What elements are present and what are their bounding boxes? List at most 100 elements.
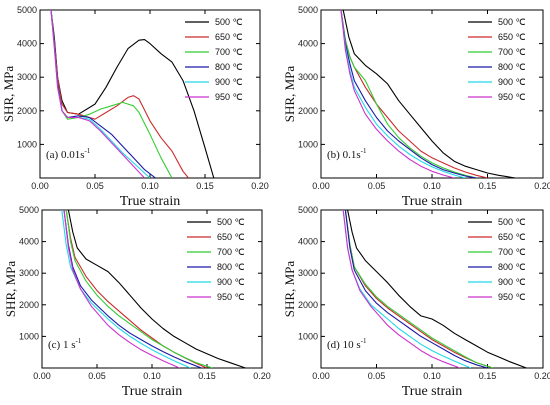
legend-label-950: 950 ℃ [215,92,243,102]
legend-label-950: 950 ℃ [217,292,245,302]
series-line-650 [344,210,494,368]
legend-label-900: 900 ℃ [217,277,245,287]
series-group [50,10,215,178]
panel-label: (b) 0.1s-1 [327,147,367,161]
y-tick-label: 4000 [17,39,37,49]
y-tick-label: 4000 [19,237,39,247]
legend-label-800: 800 ℃ [498,62,526,72]
panel-label: (a) 0.01s-1 [46,147,91,161]
y-tick-label: 1000 [19,331,39,341]
legend-label-900: 900 ℃ [215,77,243,87]
legend-label-700: 700 ℃ [215,47,243,57]
y-tick-label: 2000 [17,106,37,116]
legend-label-950: 950 ℃ [498,92,526,102]
x-tick-label: 0.10 [423,181,441,191]
series-line-700 [340,10,477,178]
y-axis-label: SHR, MPa [3,261,18,318]
x-tick-label: 0.15 [479,181,497,191]
panel-label-text: (d) 10 s [327,339,361,351]
series-line-950 [342,210,460,368]
y-tick-label: 5000 [298,205,318,215]
series-line-950 [50,10,145,178]
y-tick-label: 4000 [298,39,318,49]
chart-panel-4: 0.00 0.05 0.10 0.15 0.20 1000 2000 3000 4000 5000… [282,205,550,399]
chart-panel-3: 0.00 0.05 0.10 0.15 0.20 1000 2000 3000 4000 5000… [3,205,271,399]
panel-label-text: (c) 1 s [48,339,76,351]
y-tick-label: 2000 [298,300,318,310]
x-tick-label: 0.10 [423,371,441,381]
y-tick-label: 3000 [17,72,37,82]
chart-panel-2: 0.00 0.05 0.10 0.15 0.20 1000 2000 3000 4000 5000… [282,5,550,209]
x-tick-label: 0.05 [368,371,386,381]
legend-label-950: 950 ℃ [498,292,526,302]
panel-label-text: (b) 0.1s [327,149,361,161]
x-tick-label: 0.15 [198,371,216,381]
series-group [61,210,246,368]
y-tick-label: 2000 [298,106,318,116]
panel-label-superscript: -1 [361,147,367,155]
panel-label-superscript: -1 [361,337,367,345]
x-tick-label: 0.00 [31,181,49,191]
legend-label-800: 800 ℃ [217,262,245,272]
legend-label-700: 700 ℃ [498,247,526,257]
legend-label-500: 500 ℃ [215,17,243,27]
legend-label-500: 500 ℃ [498,17,526,27]
x-tick-label: 0.20 [534,181,550,191]
y-tick-label: 2000 [19,300,39,310]
panel-label: (c) 1 s-1 [48,337,82,351]
panel-label: (d) 10 s-1 [327,337,367,351]
x-tick-label: 0.00 [312,371,330,381]
y-tick-label: 3000 [19,268,39,278]
panel-label-text: (a) 0.01s [46,149,85,161]
y-tick-label: 3000 [298,72,318,82]
x-tick-label: 0.10 [143,371,161,381]
panel-label-superscript: -1 [76,337,82,345]
x-tick-label: 0.20 [534,371,550,381]
legend-label-650: 650 ℃ [498,232,526,242]
y-tick-label: 1000 [298,331,318,341]
legend-label-700: 700 ℃ [498,47,526,57]
legend-label-650: 650 ℃ [215,32,243,42]
chart-panel-1: 0.00 0.05 0.10 0.15 0.20 1000 2000 3000 4000 5000… [1,5,269,209]
y-tick-label: 3000 [298,268,318,278]
x-tick-label: 0.20 [253,371,271,381]
legend-label-900: 900 ℃ [498,277,526,287]
x-axis-label: True strain [122,384,183,399]
x-tick-label: 0.15 [196,181,214,191]
y-tick-label: 5000 [298,5,318,15]
x-tick-label: 0.15 [479,371,497,381]
series-line-650 [50,10,189,178]
y-tick-label: 5000 [19,205,39,215]
x-axis-label: True strain [402,384,463,399]
legend-label-500: 500 ℃ [498,217,526,227]
series-line-800 [344,210,488,368]
y-axis-label: SHR, MPa [1,66,16,123]
x-tick-label: 0.10 [141,181,159,191]
series-line-800 [340,10,477,178]
series-line-500 [67,210,246,368]
legend-label-900: 900 ℃ [498,77,526,87]
y-axis-label: SHR, MPa [282,261,297,318]
legend-label-500: 500 ℃ [217,217,245,227]
series-line-500 [347,210,527,368]
series-group [340,10,516,178]
x-tick-label: 0.05 [368,181,386,191]
x-tick-label: 0.00 [33,371,51,381]
series-line-950 [340,10,455,178]
y-tick-label: 5000 [17,5,37,15]
series-group [342,210,527,368]
y-axis-label: SHR, MPa [282,66,297,123]
series-line-800 [63,210,202,368]
x-tick-label: 0.20 [251,181,269,191]
series-line-650 [65,210,208,368]
legend-label-800: 800 ℃ [215,62,243,72]
y-tick-label: 1000 [298,139,318,149]
panel-label-superscript: -1 [85,147,91,155]
legend-label-800: 800 ℃ [498,262,526,272]
series-line-500 [342,10,516,178]
series-line-700 [344,210,494,368]
series-line-950 [63,210,180,368]
x-tick-label: 0.00 [312,181,330,191]
x-tick-label: 0.05 [86,181,104,191]
